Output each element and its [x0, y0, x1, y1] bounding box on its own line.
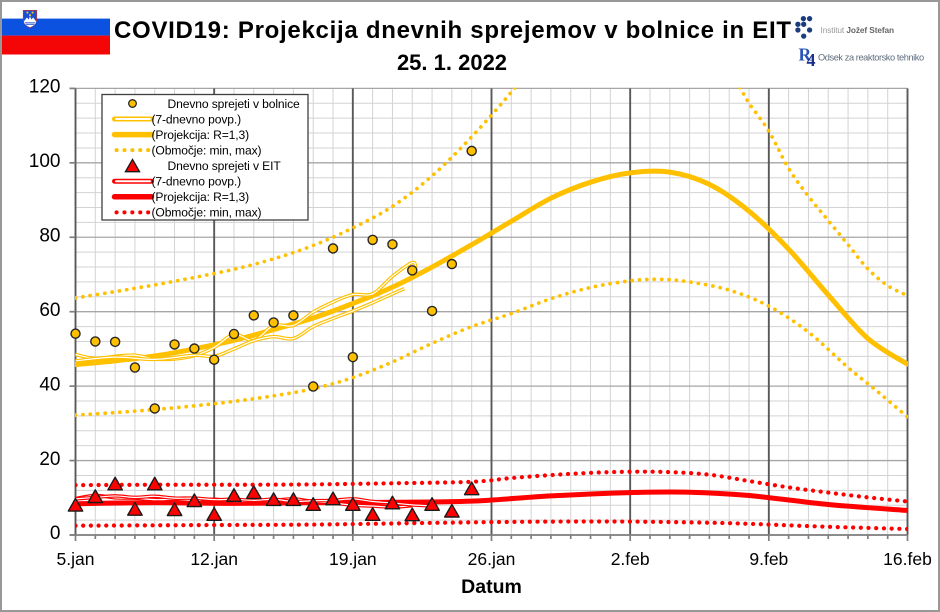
svg-text:Dnevno sprejeti v bolnice: Dnevno sprejeti v bolnice: [168, 97, 301, 111]
svg-text:12.jan: 12.jan: [190, 549, 238, 569]
svg-text:20: 20: [39, 449, 60, 470]
svg-text:4: 4: [807, 50, 816, 70]
svg-text:26.jan: 26.jan: [468, 549, 516, 569]
svg-text:Datum: Datum: [461, 576, 522, 598]
svg-text:120: 120: [29, 77, 61, 98]
svg-text:(Projekcija: R=1,3): (Projekcija: R=1,3): [152, 190, 250, 204]
svg-text:40: 40: [39, 374, 60, 395]
svg-text:Odsek za reaktorsko tehniko: Odsek za reaktorsko tehniko: [818, 53, 924, 63]
svg-text:Institut Jožef Stefan: Institut Jožef Stefan: [821, 25, 895, 35]
svg-text:16.feb: 16.feb: [883, 549, 932, 569]
svg-text:0: 0: [50, 523, 61, 544]
svg-text:80: 80: [39, 225, 60, 246]
svg-text:5.jan: 5.jan: [57, 549, 95, 569]
svg-text:(Projekcija: R=1,3): (Projekcija: R=1,3): [152, 128, 250, 142]
svg-text:19.jan: 19.jan: [329, 549, 377, 569]
svg-text:100: 100: [29, 151, 61, 172]
svg-text:9.feb: 9.feb: [749, 549, 788, 569]
svg-text:(Območje: min, max): (Območje: min, max): [152, 206, 262, 220]
svg-text:(Območje: min, max): (Območje: min, max): [152, 143, 262, 157]
svg-text:Dnevno sprejeti v EIT: Dnevno sprejeti v EIT: [168, 159, 282, 173]
svg-text:R: R: [799, 45, 812, 65]
svg-text:60: 60: [39, 300, 60, 321]
svg-text:2.feb: 2.feb: [611, 549, 650, 569]
svg-text:(7-dnevno povp.): (7-dnevno povp.): [152, 175, 242, 189]
svg-text:(7-dnevno povp.): (7-dnevno povp.): [152, 112, 242, 126]
